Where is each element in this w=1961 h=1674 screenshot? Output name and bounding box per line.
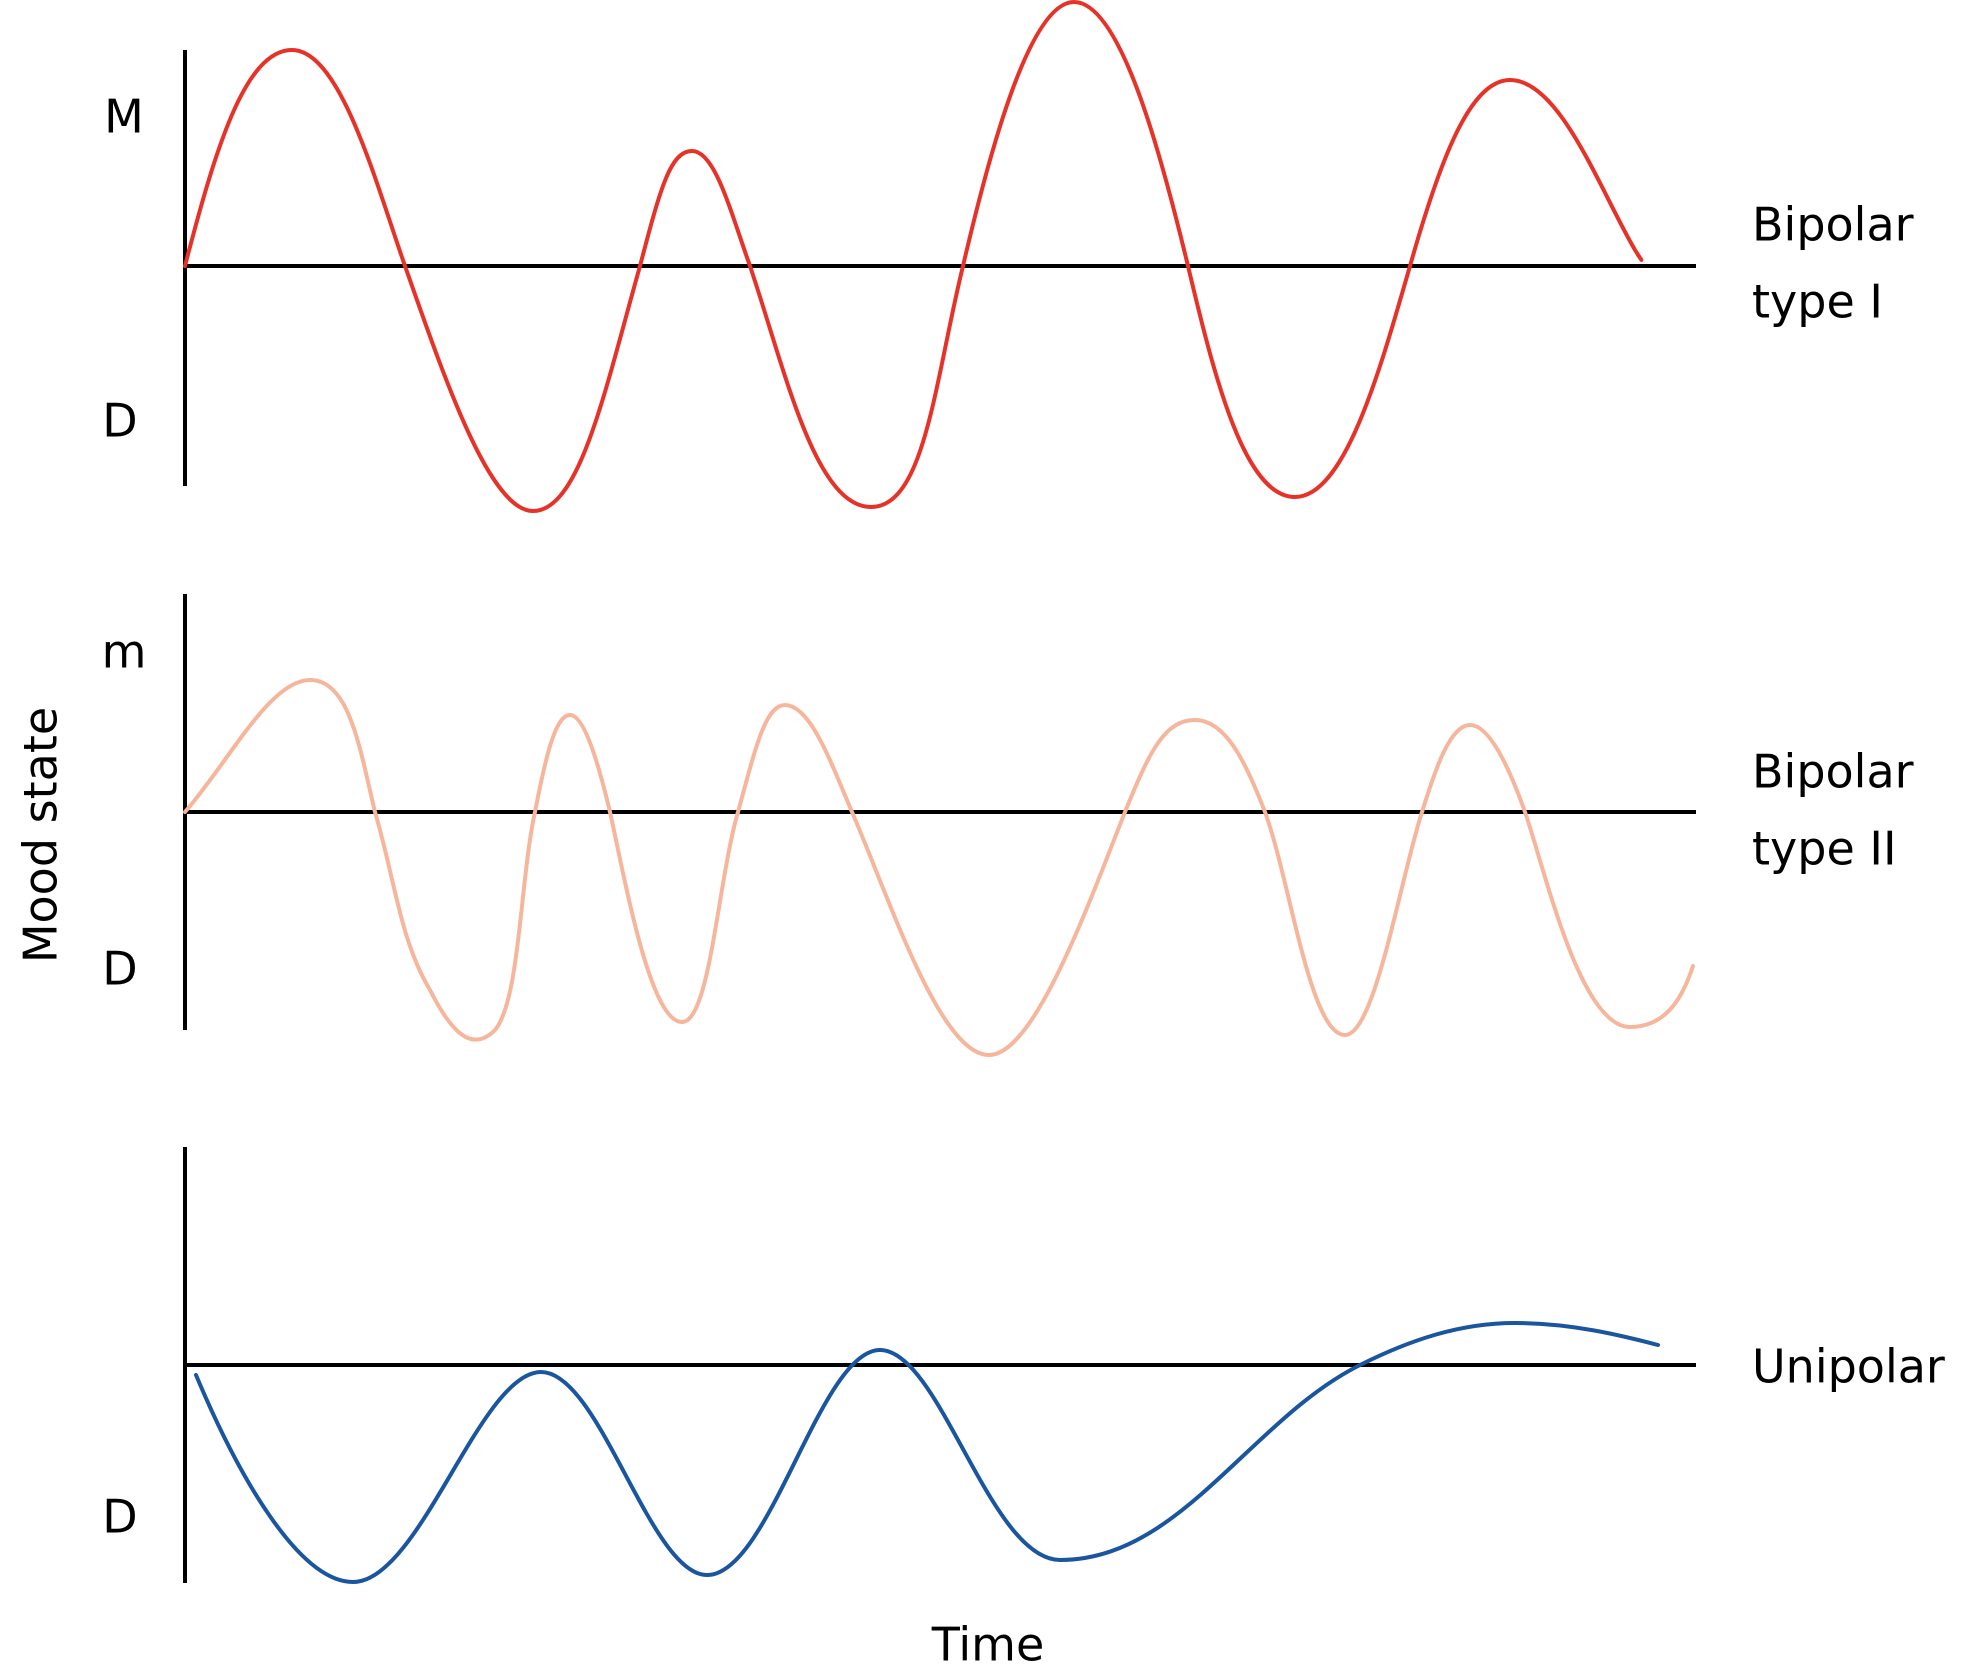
panel-unipolar: D Unipolar bbox=[102, 1147, 1945, 1584]
panel-1-upper-pole: M bbox=[104, 90, 144, 144]
panel-2-label-line-1: Bipolar bbox=[1752, 745, 1914, 799]
bipolar-1-mood-curve bbox=[183, 0, 1644, 513]
x-axis-title: Time bbox=[931, 1618, 1045, 1672]
bipolar-2-mood-curve bbox=[183, 678, 1695, 1057]
panel-1-label-line-1: Bipolar bbox=[1752, 198, 1914, 252]
panel-3-lower-pole: D bbox=[102, 1490, 137, 1544]
panel-bipolar-type-1: M D Bipolar type I bbox=[102, 0, 1914, 513]
panel-2-label-line-2: type II bbox=[1752, 822, 1897, 876]
panel-1-lower-pole: D bbox=[102, 394, 137, 448]
panel-bipolar-type-2: m D Bipolar type II bbox=[102, 594, 1914, 1057]
panel-2-upper-pole: m bbox=[102, 625, 147, 679]
panel-1-label-line-2: type I bbox=[1752, 275, 1883, 329]
panel-2-lower-pole: D bbox=[102, 942, 137, 996]
y-axis-title: Mood state bbox=[14, 707, 68, 963]
unipolar-mood-curve bbox=[194, 1321, 1660, 1584]
panel-3-label: Unipolar bbox=[1752, 1340, 1945, 1394]
